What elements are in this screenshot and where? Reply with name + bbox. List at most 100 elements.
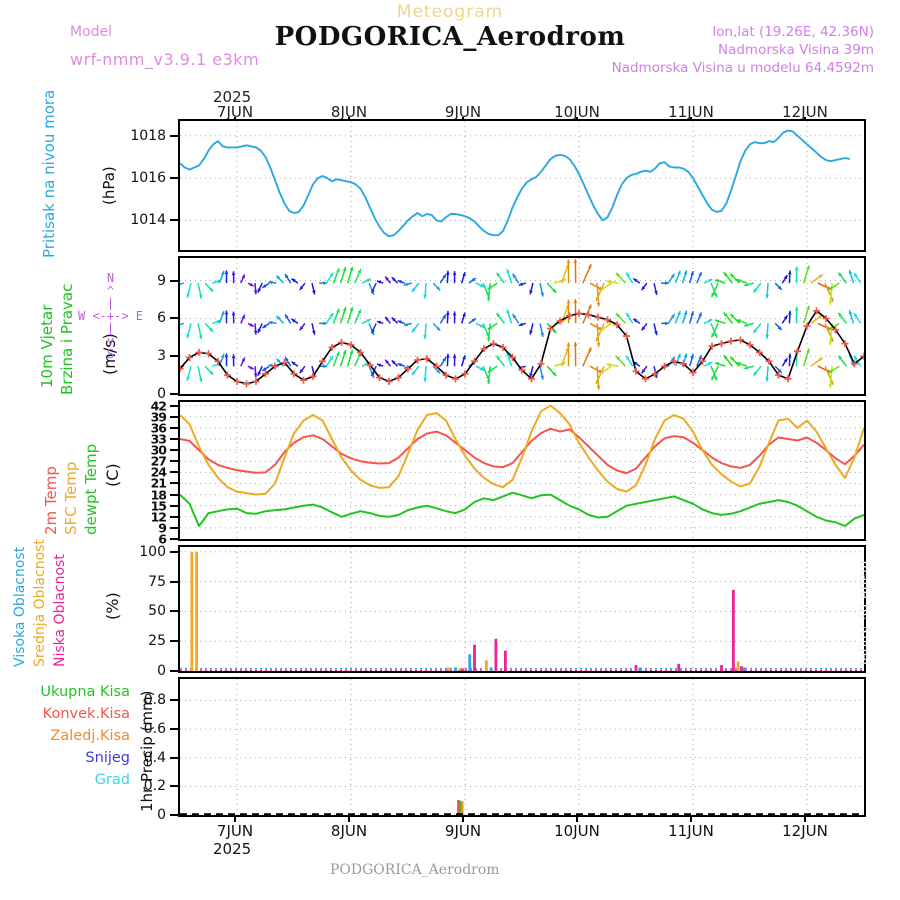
top-day-label: 10JUN — [554, 103, 600, 121]
top-day-label: 7JUN — [216, 103, 254, 121]
precip-chart — [180, 679, 864, 815]
y-tick-mark — [170, 526, 178, 529]
y-tick-mark — [170, 393, 178, 395]
watermark: made by Angel — [856, 560, 872, 666]
y-tick-mark — [170, 640, 178, 643]
y-tick-label: 75 — [148, 573, 166, 590]
y-tick-mark — [170, 426, 178, 429]
y-tick-label: 15 — [150, 498, 167, 514]
side-label-hail: Grad — [94, 772, 130, 788]
wind-chart — [180, 258, 864, 394]
temperature-chart — [180, 402, 864, 539]
footer-station-label: PODGORICA_Aerodrom — [330, 862, 500, 878]
unit-label-pressure: (hPa) — [100, 166, 118, 205]
bottom-day-label: 11JUN — [668, 822, 714, 840]
side-label-snow: Snijeg — [85, 750, 130, 766]
side-label-2m-temp: 2m Temp — [42, 466, 60, 535]
panel-clouds — [178, 545, 866, 673]
y-tick-mark — [170, 177, 178, 180]
y-tick-label: 6 — [158, 531, 167, 547]
model-name: wrf-nmm_v3.9.1 e3km — [70, 50, 260, 69]
y-tick-mark — [170, 814, 178, 816]
y-tick-label: 36 — [150, 420, 167, 436]
side-label-mid-cloud: Srednja Oblacnost — [32, 539, 48, 667]
y-tick-label: 0 — [157, 807, 166, 823]
side-label-dewpt-temp: dewpt Temp — [82, 443, 100, 535]
y-tick-mark — [170, 785, 178, 788]
y-tick-label: 30 — [150, 442, 167, 458]
y-tick-mark — [170, 471, 178, 474]
side-label-wind-speed: 10m Vjetar — [38, 304, 56, 388]
side-label-high-cloud: Visoka Oblacnost — [12, 546, 28, 667]
date-tick — [804, 815, 806, 822]
y-tick-mark — [170, 728, 178, 731]
date-tick — [576, 815, 578, 822]
date-tick — [690, 815, 692, 822]
y-tick-mark — [170, 355, 178, 358]
y-tick-label: 27 — [150, 453, 167, 469]
y-tick-mark — [170, 580, 178, 583]
date-tick — [462, 815, 464, 822]
y-tick-label: 3 — [157, 348, 166, 365]
panel-wind — [178, 256, 866, 396]
y-tick-label: 25 — [148, 633, 166, 650]
date-tick — [234, 815, 236, 822]
panel-pressure — [178, 119, 866, 252]
y-tick-label: 0.6 — [143, 721, 166, 738]
y-tick-mark — [170, 415, 178, 418]
y-tick-label: 39 — [150, 409, 167, 425]
y-tick-mark — [170, 670, 178, 672]
year-label-bottom: 2025 — [213, 840, 252, 858]
y-tick-mark — [170, 504, 178, 507]
y-tick-label: 21 — [150, 475, 167, 491]
side-label-total-rain: Ukupna Kisa — [40, 684, 130, 700]
y-tick-mark — [170, 515, 178, 518]
y-tick-mark — [170, 449, 178, 452]
bottom-day-label: 9JUN — [444, 822, 482, 840]
y-tick-mark — [170, 134, 178, 137]
y-tick-label: 12 — [150, 509, 167, 525]
y-tick-mark — [170, 460, 178, 463]
meteogram-word: Meteogram — [396, 2, 504, 22]
bottom-day-label: 8JUN — [330, 822, 368, 840]
side-label-low-cloud: Niska Oblacnost — [52, 554, 68, 667]
cloud-chart — [180, 547, 864, 671]
y-tick-mark — [170, 538, 178, 540]
side-label-sfc-temp: SFC Temp — [62, 461, 80, 535]
y-tick-mark — [170, 438, 178, 441]
y-tick-mark — [170, 317, 178, 320]
bottom-day-label: 7JUN — [216, 822, 254, 840]
y-tick-mark — [170, 550, 178, 553]
y-tick-label: 9 — [158, 520, 167, 536]
y-tick-mark — [170, 610, 178, 613]
page-title: PODGORICA_Aerodrom — [274, 22, 626, 52]
y-tick-label: 1016 — [130, 170, 166, 187]
y-tick-label: 1018 — [130, 127, 166, 144]
side-label-wind-dir: Brzina i Pravac — [58, 283, 76, 395]
year-label-top: 2025 — [213, 88, 252, 106]
y-tick-mark — [170, 756, 178, 759]
y-tick-mark — [170, 482, 178, 485]
y-tick-mark — [170, 699, 178, 702]
date-tick — [348, 815, 350, 822]
panel-precip — [178, 677, 866, 817]
y-tick-mark — [170, 404, 178, 407]
top-day-label: 12JUN — [782, 103, 828, 121]
side-label-pressure: Pritisak na nivou mora — [40, 89, 58, 258]
elevation-label: Nadmorska Visina 39m — [717, 42, 874, 58]
y-tick-label: 0 — [157, 386, 166, 402]
y-tick-label: 24 — [150, 464, 167, 480]
panel-temperature — [178, 400, 866, 541]
top-day-label: 9JUN — [444, 103, 482, 121]
top-day-label: 11JUN — [668, 103, 714, 121]
bottom-day-label: 10JUN — [554, 822, 600, 840]
y-tick-label: 50 — [148, 603, 166, 620]
y-tick-mark — [170, 219, 178, 222]
unit-label-clouds: (%) — [103, 592, 122, 620]
top-day-label: 8JUN — [330, 103, 368, 121]
y-tick-label: 0.8 — [143, 692, 166, 709]
y-tick-label: 6 — [157, 310, 166, 327]
y-tick-label: 0.2 — [143, 778, 166, 795]
elevation-model-label: Nadmorska Visina u modelu 64.4592m — [611, 60, 874, 76]
y-tick-mark — [170, 279, 178, 282]
